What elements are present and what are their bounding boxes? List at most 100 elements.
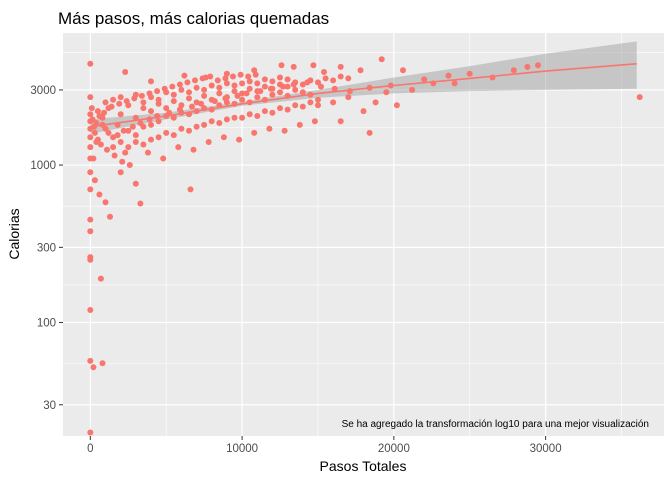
y-axis-ticks: 30 100 300 1000 3000: [30, 85, 63, 412]
data-point: [205, 139, 212, 145]
data-point: [254, 113, 261, 119]
x-axis-title: Pasos Totales: [320, 458, 407, 474]
data-point: [163, 129, 170, 136]
data-point: [193, 123, 200, 130]
data-point: [101, 109, 107, 116]
data-point: [254, 94, 261, 101]
data-point: [216, 120, 223, 126]
plot-panel: [63, 33, 664, 436]
data-point: [105, 129, 112, 136]
data-point: [126, 162, 133, 168]
y-tick-label: 30: [43, 400, 56, 412]
data-point: [208, 118, 215, 125]
data-point: [231, 88, 238, 95]
data-point: [132, 132, 139, 139]
data-point: [148, 121, 154, 128]
data-point: [246, 111, 253, 118]
data-point: [110, 144, 117, 151]
data-point: [236, 136, 243, 143]
data-point: [140, 105, 147, 112]
log-annotation: Se ha agregado la transformación log10 p…: [342, 419, 649, 430]
data-point: [246, 85, 253, 92]
data-point: [331, 85, 338, 92]
data-point: [122, 69, 129, 75]
data-point: [284, 83, 291, 90]
data-point: [161, 85, 168, 92]
y-tick-label: 100: [37, 317, 56, 329]
data-point: [290, 63, 297, 70]
data-point: [237, 71, 244, 78]
data-point: [117, 139, 124, 145]
data-point: [393, 102, 400, 109]
y-axis-title: Calorias: [6, 208, 22, 259]
confidence-band-layer: [90, 41, 637, 134]
data-point: [322, 75, 329, 82]
data-point: [231, 114, 238, 121]
data-point: [184, 79, 191, 86]
data-point: [189, 103, 195, 110]
x-tick-label: 30000: [530, 443, 562, 455]
data-point: [116, 100, 123, 107]
data-point: [299, 89, 306, 96]
data-point: [186, 95, 192, 102]
data-point: [132, 114, 139, 121]
data-point: [199, 75, 206, 82]
data-point: [220, 134, 227, 141]
data-point: [193, 84, 200, 91]
data-point: [87, 228, 94, 235]
data-point: [245, 73, 252, 80]
data-point: [178, 86, 185, 93]
data-point: [148, 136, 154, 143]
y-tick-label: 1000: [30, 160, 56, 172]
data-point: [372, 99, 379, 106]
data-point: [104, 146, 110, 153]
data-point: [337, 118, 344, 125]
data-point: [345, 94, 352, 101]
data-point: [193, 99, 200, 106]
data-point: [163, 105, 170, 112]
data-point: [178, 125, 185, 132]
data-point: [166, 109, 173, 116]
data-point: [160, 155, 167, 162]
chart-title: Más pasos, más calorias quemadas: [58, 9, 329, 28]
data-point: [636, 94, 643, 101]
data-point: [315, 96, 321, 103]
data-point: [170, 132, 177, 139]
data-point: [261, 76, 268, 83]
data-point: [132, 139, 139, 145]
data-point: [211, 98, 218, 105]
x-tick-label: 20000: [378, 443, 410, 455]
points-layer: [87, 56, 643, 436]
data-point: [110, 96, 117, 103]
data-point: [87, 357, 94, 364]
data-point: [254, 80, 261, 87]
data-point: [155, 118, 162, 125]
data-point: [122, 149, 129, 156]
data-point: [400, 67, 406, 74]
data-point: [357, 67, 364, 74]
data-point: [181, 72, 188, 79]
data-point: [223, 80, 230, 87]
x-tick-label: 10000: [226, 443, 258, 455]
data-point: [96, 113, 103, 119]
trend-line-layer: [90, 63, 637, 128]
data-point: [148, 108, 154, 115]
data-point: [186, 127, 192, 134]
data-point: [318, 83, 324, 90]
data-point: [239, 90, 246, 97]
data-point: [269, 109, 276, 116]
data-point: [170, 91, 177, 98]
data-point: [269, 91, 276, 98]
data-point: [114, 132, 121, 139]
data-point: [125, 144, 132, 151]
data-point: [524, 63, 531, 70]
data-point: [97, 275, 104, 282]
x-axis-ticks: 0 10000 20000 30000: [87, 436, 562, 455]
data-point: [87, 186, 94, 193]
data-point: [284, 76, 291, 83]
data-point: [198, 100, 205, 107]
data-point: [117, 111, 124, 118]
data-point: [266, 125, 273, 132]
data-point: [310, 62, 317, 69]
